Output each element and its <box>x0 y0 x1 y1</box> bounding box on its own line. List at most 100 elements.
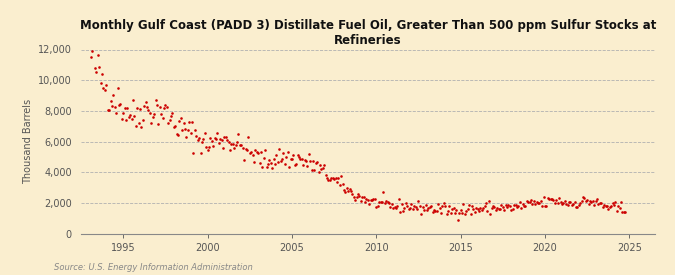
Point <box>570 205 581 210</box>
Point <box>620 209 630 214</box>
Point <box>524 200 535 204</box>
Point <box>236 142 246 147</box>
Point <box>125 113 136 118</box>
Point <box>305 159 316 164</box>
Point <box>618 210 629 214</box>
Point <box>413 199 424 203</box>
Point <box>512 205 522 209</box>
Point <box>474 208 485 213</box>
Point <box>377 200 387 205</box>
Point <box>485 211 495 216</box>
Point <box>605 204 616 208</box>
Point <box>181 135 192 139</box>
Point <box>358 195 369 199</box>
Point <box>593 202 604 207</box>
Point <box>139 104 150 108</box>
Point <box>239 158 250 162</box>
Point <box>240 147 251 152</box>
Point <box>409 204 420 208</box>
Point <box>555 199 566 204</box>
Point <box>182 128 193 132</box>
Point <box>437 204 448 208</box>
Point <box>222 137 233 142</box>
Point <box>596 201 607 205</box>
Point <box>97 72 107 76</box>
Point <box>132 106 142 110</box>
Point <box>108 92 119 97</box>
Point <box>294 155 304 160</box>
Point <box>219 134 230 139</box>
Point <box>592 197 603 201</box>
Point <box>155 105 165 109</box>
Point <box>288 153 299 157</box>
Point <box>226 142 237 146</box>
Point <box>200 145 211 149</box>
Point <box>296 156 307 161</box>
Point <box>163 121 173 125</box>
Point <box>549 201 560 205</box>
Point <box>374 200 385 204</box>
Point <box>554 196 564 200</box>
Point <box>142 105 153 109</box>
Point <box>252 150 263 155</box>
Point <box>274 147 285 151</box>
Point <box>508 207 518 211</box>
Point <box>465 211 476 216</box>
Point <box>348 195 359 199</box>
Point <box>199 131 210 135</box>
Point <box>368 197 379 201</box>
Point <box>382 200 393 204</box>
Point <box>315 163 325 168</box>
Point <box>575 201 586 205</box>
Point <box>610 199 621 204</box>
Point <box>487 204 498 208</box>
Point <box>319 163 329 167</box>
Point <box>92 53 103 57</box>
Point <box>191 134 202 138</box>
Point <box>493 207 504 211</box>
Point <box>151 103 162 107</box>
Point <box>295 156 306 161</box>
Point <box>578 195 589 199</box>
Point <box>537 203 547 208</box>
Text: Source: U.S. Energy Information Administration: Source: U.S. Energy Information Administ… <box>54 263 252 272</box>
Point <box>128 97 138 102</box>
Point <box>460 211 470 216</box>
Point <box>429 208 439 212</box>
Point <box>291 162 302 166</box>
Point <box>146 121 157 125</box>
Point <box>426 204 437 208</box>
Point <box>520 204 531 208</box>
Point <box>514 200 525 204</box>
Point <box>379 201 390 205</box>
Point <box>522 200 533 204</box>
Point <box>275 159 286 163</box>
Point <box>254 161 265 165</box>
Point <box>285 156 296 161</box>
Point <box>462 207 473 211</box>
Point <box>385 204 396 209</box>
Point <box>375 200 386 204</box>
Point <box>580 199 591 203</box>
Point <box>612 208 622 213</box>
Point <box>306 168 317 172</box>
Point <box>313 170 324 175</box>
Point <box>414 204 425 208</box>
Point <box>565 200 576 205</box>
Point <box>412 207 423 211</box>
Point <box>150 97 161 102</box>
Point <box>500 203 511 207</box>
Point <box>165 114 176 119</box>
Point <box>585 199 595 203</box>
Point <box>327 175 338 180</box>
Point <box>267 165 277 170</box>
Point <box>84 44 95 48</box>
Point <box>168 125 179 129</box>
Point <box>330 176 341 180</box>
Point <box>248 160 259 164</box>
Point <box>361 197 372 201</box>
Point <box>545 197 556 201</box>
Point <box>569 200 580 205</box>
Point <box>590 199 601 204</box>
Point <box>98 86 109 90</box>
